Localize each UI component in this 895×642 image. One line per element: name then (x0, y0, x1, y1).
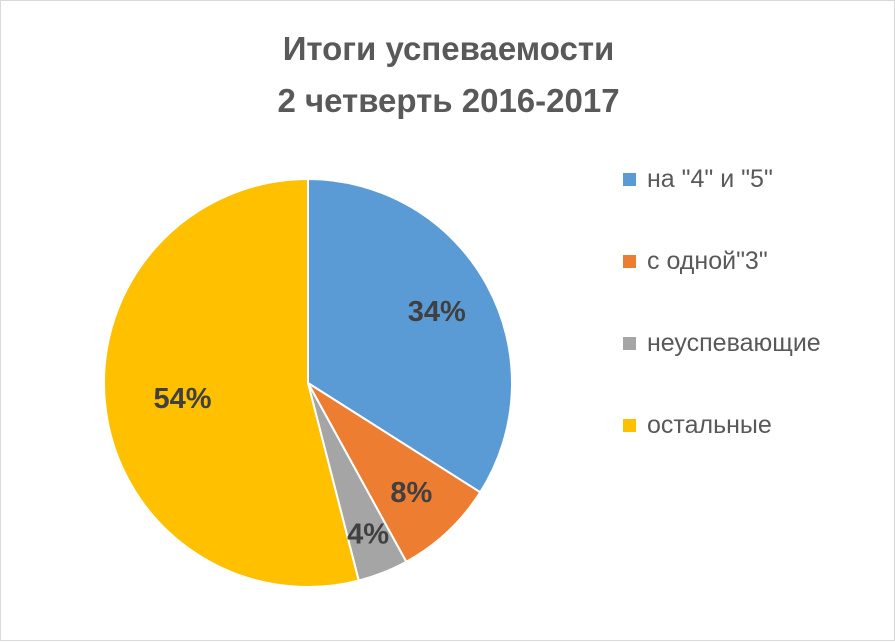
legend-label-one-3: с одной"3" (647, 246, 768, 275)
data-label-others: 54% (153, 383, 211, 415)
pie-slice-others (103, 177, 360, 588)
legend-item-failing: неуспевающие (623, 323, 821, 363)
legend-swatch-others (623, 418, 636, 432)
legend-label-failing: неуспевающие (647, 328, 821, 357)
data-label-one-3: 8% (390, 477, 432, 509)
data-label-failing: 4% (347, 519, 389, 551)
legend-item-4-and-5: на "4" и "5" (623, 159, 821, 199)
chart-title-line-2: 2 четверть 2016-2017 (277, 82, 620, 119)
data-label-4-and-5: 34% (408, 296, 466, 328)
chart-title-line-1: Итоги успеваемости (282, 30, 615, 67)
legend-label-4-and-5: на "4" и "5" (647, 164, 773, 193)
pie-slice-4-and-5 (307, 177, 513, 494)
legend-item-one-3: с одной"3" (623, 241, 821, 281)
legend-label-others: остальные (647, 410, 772, 439)
legend: на "4" и "5" с одной"3" неуспевающие ост… (623, 159, 821, 487)
legend-swatch-4-and-5 (623, 172, 636, 186)
chart-title: Итоги успеваемости 2 четверть 2016-2017 (1, 23, 895, 127)
pie-slice-one-3 (307, 382, 482, 564)
legend-swatch-failing (623, 336, 636, 350)
legend-swatch-one-3 (623, 254, 636, 268)
legend-item-others: остальные (623, 405, 821, 445)
